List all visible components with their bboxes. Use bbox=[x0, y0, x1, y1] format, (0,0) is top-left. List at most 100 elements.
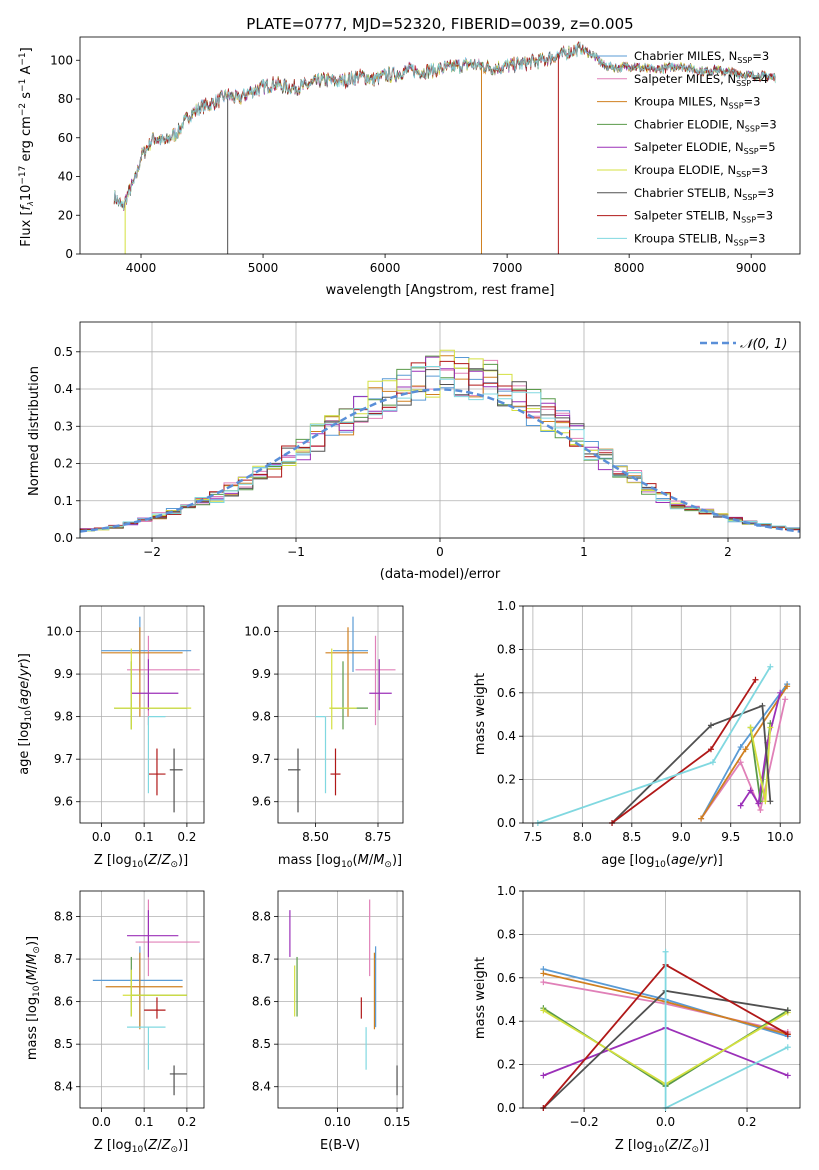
mass-weight-marker bbox=[767, 798, 774, 805]
y-tick-label: 0.6 bbox=[497, 686, 516, 700]
y-tick-label: 8.7 bbox=[252, 952, 271, 966]
x-tick-label: 0.2 bbox=[177, 830, 196, 844]
y-tick-label: 60 bbox=[58, 131, 73, 145]
x-tick-label: 4000 bbox=[126, 261, 157, 275]
x-tick-label: 8.50 bbox=[302, 830, 329, 844]
p6-xlabel: E(B-V) bbox=[320, 1138, 360, 1153]
residual-histogram-panel: −2 −1 0 1 2 0.0 0.1 0.2 0.3 0.4 0.5 bbox=[54, 321, 801, 559]
y-tick-label: 1.0 bbox=[497, 599, 516, 613]
mass-weight-marker bbox=[540, 979, 547, 986]
mass-vs-extinction-panel: 0.10 0.15 8.4 8.5 8.6 8.7 8.8 bbox=[252, 890, 411, 1129]
y-tick-label: 0.4 bbox=[497, 729, 516, 743]
mass-weight-marker bbox=[747, 724, 754, 731]
x-tick-label: 0.2 bbox=[177, 1115, 196, 1129]
axes-frame bbox=[277, 890, 404, 1109]
x-tick-label: −1 bbox=[287, 545, 305, 559]
y-tick-label: 9.6 bbox=[54, 795, 73, 809]
mass-weight-marker bbox=[782, 696, 789, 703]
x-tick-label: 1 bbox=[580, 545, 588, 559]
mass-weight-marker bbox=[767, 663, 774, 670]
x-tick-label: 10.0 bbox=[767, 830, 794, 844]
mass-weight-marker bbox=[707, 722, 714, 729]
p7-ylabel: mass weight bbox=[473, 957, 488, 1039]
mass-weight-marker bbox=[752, 676, 759, 683]
spectrum-panel: 4000 5000 6000 7000 8000 9000 0 20 40 60 80 100 bbox=[50, 36, 801, 275]
legend-label: Chabrier STELIB, NSSP=3 bbox=[634, 186, 774, 202]
x-tick-label: 9.5 bbox=[721, 830, 740, 844]
x-tick-label: 0.0 bbox=[656, 1115, 675, 1129]
y-tick-label: 0.2 bbox=[497, 1058, 516, 1072]
mass-weight-marker bbox=[759, 702, 766, 709]
spectrum-ylabel: Flux [fλ10−17 erg cm−2 s−1 A−1] bbox=[18, 47, 35, 246]
y-tick-label: 0.6 bbox=[497, 971, 516, 985]
mass-weight-marker bbox=[540, 1072, 547, 1079]
y-tick-label: 0.0 bbox=[497, 816, 516, 830]
y-tick-label: 1.0 bbox=[497, 884, 516, 898]
x-tick-label: 7.5 bbox=[523, 830, 542, 844]
p5-xlabel: Z [log10(Z/Z⊙)] bbox=[94, 1138, 188, 1155]
x-tick-label: 0.0 bbox=[92, 1115, 111, 1129]
y-tick-label: 9.9 bbox=[54, 667, 73, 681]
mass-weight-marker bbox=[737, 744, 744, 751]
mass-weight-marker bbox=[784, 683, 791, 690]
mass-weight-marker bbox=[757, 806, 764, 813]
mass-weight-marker bbox=[737, 759, 744, 766]
x-tick-label: 0.0 bbox=[92, 830, 111, 844]
age-vs-mass-panel: 8.50 8.75 9.6 9.7 9.8 9.9 10.0 bbox=[244, 605, 404, 844]
residual-legend-label: 𝒩(0, 1) bbox=[740, 337, 787, 352]
x-tick-label: 0 bbox=[436, 545, 444, 559]
mass-weight-marker bbox=[777, 689, 784, 696]
y-tick-label: 0.3 bbox=[54, 419, 73, 433]
y-tick-label: 0.8 bbox=[497, 642, 516, 656]
y-tick-label: 0 bbox=[65, 247, 73, 261]
x-tick-label: 2 bbox=[724, 545, 732, 559]
mass-weight-marker bbox=[540, 970, 547, 977]
axes-frame bbox=[79, 890, 205, 1109]
y-tick-label: 0.1 bbox=[54, 494, 73, 508]
y-tick-label: 9.9 bbox=[252, 667, 271, 681]
x-tick-label: 5000 bbox=[248, 261, 279, 275]
mass-weight-vs-age-panel: 7.5 8.0 8.5 9.0 9.5 10.0 0.0 0.2 0.4 0.6 0.8 1.0 bbox=[497, 599, 801, 844]
y-tick-label: 8.4 bbox=[252, 1080, 271, 1094]
legend-label: Salpeter ELODIE, NSSP=5 bbox=[634, 140, 776, 156]
x-tick-label: −2 bbox=[143, 545, 161, 559]
x-tick-label: 7000 bbox=[492, 261, 523, 275]
y-tick-label: 9.6 bbox=[252, 795, 271, 809]
y-tick-label: 80 bbox=[58, 92, 73, 106]
mass-weight-marker bbox=[784, 1044, 791, 1051]
y-tick-label: 0.0 bbox=[497, 1101, 516, 1115]
y-tick-label: 8.8 bbox=[252, 910, 271, 924]
p3-xlabel: mass [log10(M/M⊙)] bbox=[278, 853, 402, 870]
mass-vs-metallicity-panel: 0.0 0.1 0.2 8.4 8.5 8.6 8.7 8.8 bbox=[54, 890, 205, 1129]
legend-label: Salpeter MILES, NSSP=4 bbox=[634, 72, 768, 88]
mass-weight-marker bbox=[767, 724, 774, 731]
spectrum-title: PLATE=0777, MJD=52320, FIBERID=0039, z=0… bbox=[246, 15, 633, 33]
y-tick-label: 8.5 bbox=[252, 1037, 271, 1051]
mass-weight-marker bbox=[737, 802, 744, 809]
y-tick-label: 9.8 bbox=[252, 710, 271, 724]
p4-xlabel: age [log10(age/yr)] bbox=[601, 853, 723, 870]
legend-label: Kroupa ELODIE, NSSP=3 bbox=[634, 163, 768, 179]
axes-frame bbox=[522, 890, 801, 1109]
y-tick-label: 0.2 bbox=[54, 457, 73, 471]
mass-weight-marker bbox=[742, 746, 749, 753]
spectrum-line bbox=[113, 42, 776, 210]
p5-ylabel: mass [log10(M/M⊙)] bbox=[25, 936, 42, 1060]
mass-weight-marker bbox=[784, 1072, 791, 1079]
legend-label: Kroupa MILES, NSSP=3 bbox=[634, 95, 760, 111]
x-tick-label: 6000 bbox=[370, 261, 401, 275]
histogram-series bbox=[79, 366, 800, 538]
axes-frame bbox=[277, 605, 404, 824]
x-tick-label: 8.5 bbox=[622, 830, 641, 844]
axes-frame bbox=[79, 605, 205, 824]
y-tick-label: 8.6 bbox=[252, 995, 271, 1009]
mass-weight-marker bbox=[540, 1007, 547, 1014]
legend-label: Salpeter STELIB, NSSP=3 bbox=[634, 209, 773, 225]
y-tick-label: 9.7 bbox=[252, 752, 271, 766]
residual-legend: 𝒩(0, 1) bbox=[700, 337, 787, 352]
mass-weight-marker bbox=[784, 1031, 791, 1038]
spectrum-legend: Chabrier MILES, NSSP=3 Salpeter MILES, NS… bbox=[597, 49, 777, 247]
legend-label: Kroupa STELIB, NSSP=3 bbox=[634, 231, 765, 247]
y-tick-label: 20 bbox=[58, 208, 73, 222]
x-tick-label: 0.15 bbox=[384, 1115, 411, 1129]
